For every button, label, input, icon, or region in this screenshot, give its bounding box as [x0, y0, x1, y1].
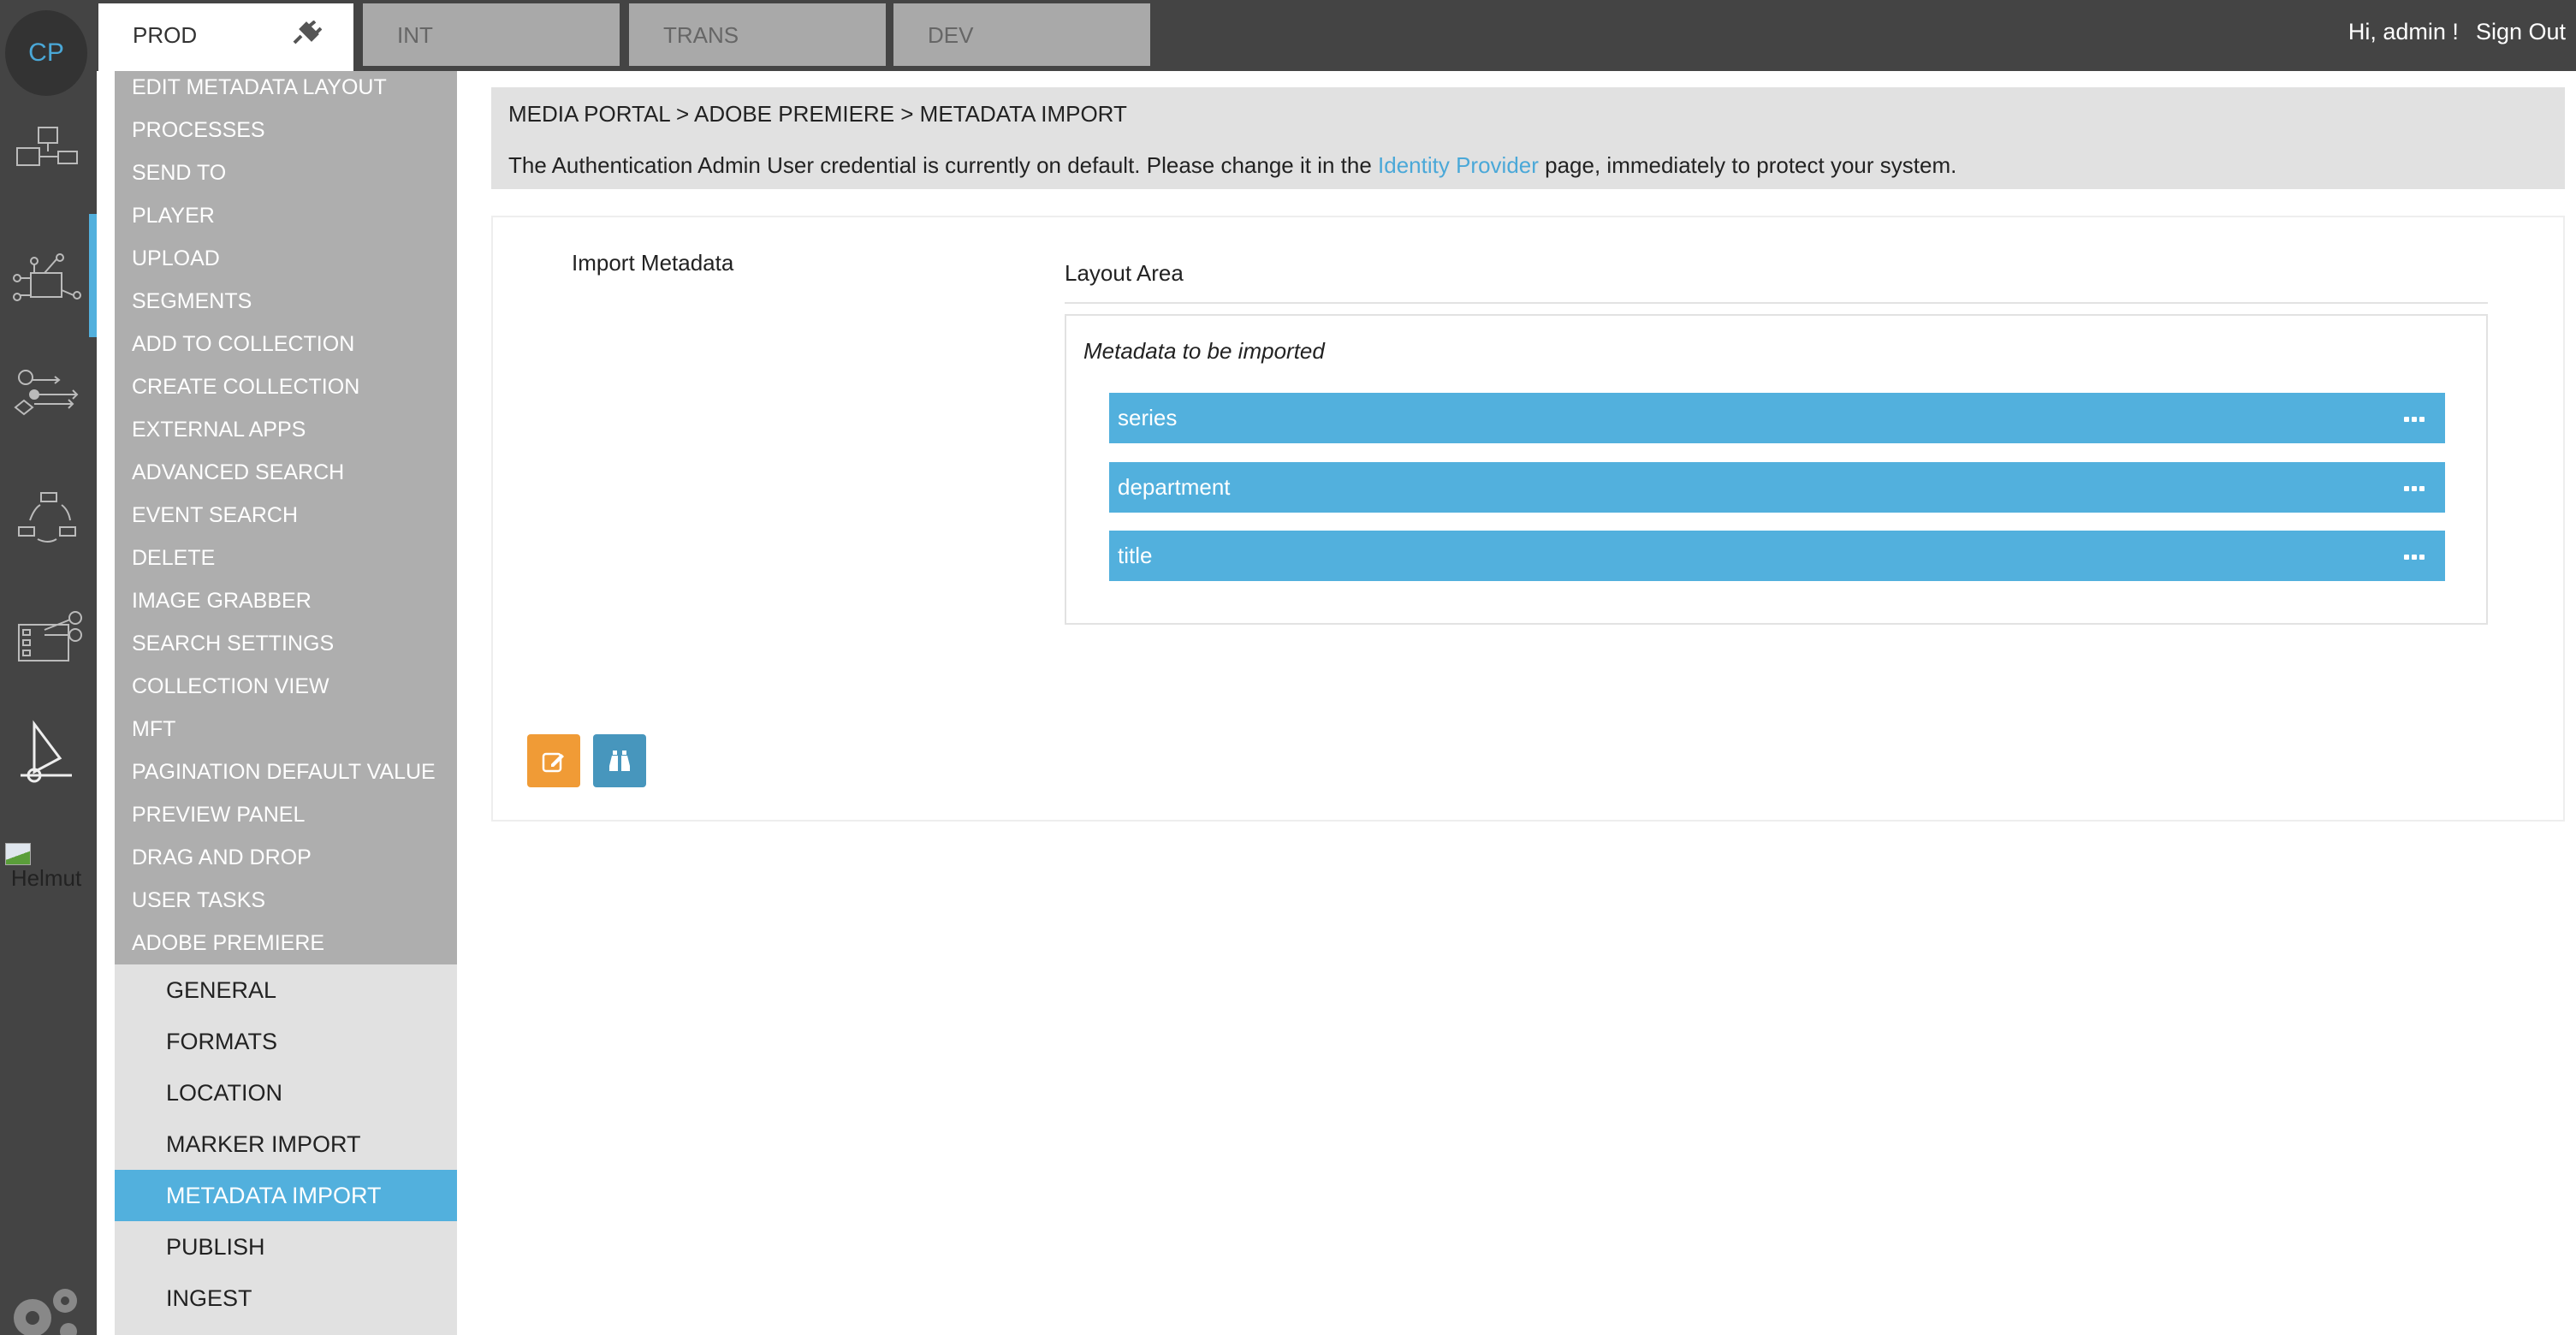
user-area: Hi, admin ! Sign Out — [2348, 19, 2566, 45]
menu-item[interactable]: SEND TO — [132, 161, 227, 185]
divider — [1065, 302, 2488, 304]
tab-int[interactable]: INT — [363, 3, 620, 66]
layout-area-title: Layout Area — [1065, 260, 1184, 286]
active-indicator — [89, 214, 97, 337]
menu-item[interactable]: ADD TO COLLECTION — [132, 332, 355, 356]
more-icon[interactable] — [2404, 486, 2425, 491]
sidebar-menu: EDIT METADATA LAYOUT PROCESSES SEND TO PLAY… — [115, 71, 457, 1335]
menu-item[interactable]: PAGINATION DEFAULT VALUE — [132, 760, 436, 784]
edit-icon — [542, 752, 564, 773]
metadata-field-title[interactable]: title — [1109, 531, 2445, 581]
metadata-field-department[interactable]: department — [1109, 462, 2445, 513]
more-icon[interactable] — [2404, 555, 2425, 560]
menu-item[interactable]: COLLECTION VIEW — [132, 674, 329, 698]
metadata-box: Metadata to be imported series departmen… — [1065, 314, 2488, 625]
menu-item[interactable]: SEGMENTS — [132, 289, 252, 313]
workflow-touch-icon[interactable] — [9, 240, 87, 317]
menu-item[interactable]: EVENT SEARCH — [132, 503, 299, 527]
menu-item[interactable]: ADVANCED SEARCH — [132, 460, 345, 484]
tab-trans[interactable]: TRANS — [629, 3, 886, 66]
metadata-field-series[interactable]: series — [1109, 393, 2445, 443]
menu-item[interactable]: IMAGE GRABBER — [132, 589, 312, 613]
menu-item[interactable]: ADOBE PREMIERE — [132, 931, 325, 955]
menu-item[interactable]: MFT — [132, 717, 176, 741]
edit-button[interactable] — [527, 734, 580, 787]
menu-item[interactable]: USER TASKS — [132, 888, 266, 912]
sign-out-link[interactable]: Sign Out — [2475, 19, 2566, 44]
gears-icon[interactable] — [7, 1284, 84, 1335]
submenu-item[interactable]: METADATA IMPORT — [115, 1170, 457, 1221]
menu-item[interactable]: PROCESSES — [132, 118, 265, 142]
menu-item[interactable]: EXTERNAL APPS — [132, 418, 306, 442]
logo[interactable]: CP — [5, 10, 87, 96]
menu-item[interactable]: PREVIEW PANEL — [132, 803, 306, 827]
submenu-item[interactable]: FORMATS — [166, 1029, 277, 1054]
submenu-item[interactable]: INGEST — [166, 1285, 252, 1311]
more-icon[interactable] — [2404, 417, 2425, 422]
menu-item[interactable]: UPLOAD — [132, 246, 220, 270]
process-flow-icon[interactable] — [9, 356, 87, 433]
submenu-item[interactable]: GENERAL — [166, 977, 277, 1003]
cubes-icon[interactable] — [9, 117, 87, 194]
menu-item[interactable]: DELETE — [132, 546, 216, 570]
menu-item[interactable]: PLAYER — [132, 204, 215, 228]
video-editing-icon[interactable] — [9, 597, 87, 674]
menu-item[interactable]: CREATE COLLECTION — [132, 375, 360, 399]
tab-prod[interactable]: PROD — [98, 3, 353, 71]
submenu-item[interactable]: LOCATION — [166, 1080, 283, 1106]
metadata-box-caption: Metadata to be imported — [1083, 338, 1325, 364]
menu-item[interactable]: SEARCH SETTINGS — [132, 632, 335, 656]
identity-provider-link[interactable]: Identity Provider — [1378, 152, 1539, 178]
import-metadata-title: Import Metadata — [572, 250, 734, 276]
warning-message: The Authentication Admin User credential… — [508, 152, 1957, 178]
breadcrumb: MEDIA PORTAL > ADOBE PREMIERE > METADATA… — [508, 101, 1127, 127]
menu-item[interactable]: DRAG AND DROP — [132, 846, 312, 869]
tab-dev[interactable]: DEV — [893, 3, 1150, 66]
plug-icon — [293, 21, 322, 44]
search-button[interactable] — [593, 734, 646, 787]
greeting: Hi, admin ! — [2347, 19, 2459, 44]
user-avatar-broken[interactable]: Helmut — [3, 843, 89, 892]
cycle-icon[interactable] — [9, 476, 87, 553]
player-icon[interactable] — [9, 717, 87, 794]
icon-rail: CP Helmut — [0, 0, 97, 1335]
menu-item[interactable]: EDIT METADATA LAYOUT — [132, 75, 387, 99]
submenu-item[interactable]: PUBLISH — [166, 1234, 265, 1260]
submenu-item[interactable]: MARKER IMPORT — [166, 1131, 361, 1157]
binoculars-icon — [609, 751, 630, 771]
breadcrumb-box: MEDIA PORTAL > ADOBE PREMIERE > METADATA… — [491, 87, 2565, 189]
broken-image-icon — [5, 843, 31, 865]
metadata-import-panel: Import Metadata Layout Area Metadata to … — [491, 216, 2565, 822]
